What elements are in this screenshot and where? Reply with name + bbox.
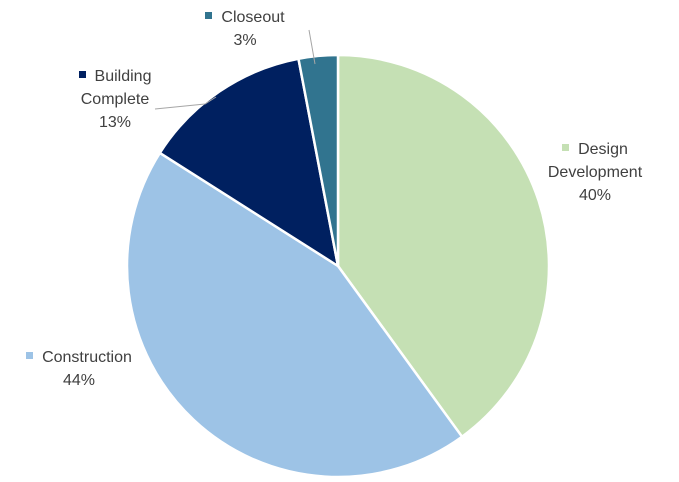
label-name-line: Development: [520, 161, 670, 184]
pie-slice-closeout: [297, 53, 340, 268]
data-label-building-complete: Building Complete 13%: [50, 65, 180, 134]
pie-slice-construction: [125, 151, 464, 479]
label-name-text: Closeout: [221, 9, 285, 26]
leader-line-building-complete: [154, 96, 217, 110]
legend-key-design-development: [562, 144, 570, 151]
data-label-design-development: Design Development 40%: [520, 138, 670, 207]
label-percent: 13%: [98, 114, 132, 131]
pie-slice-building-complete: [158, 57, 340, 268]
label-name-line: Closeout: [190, 6, 300, 29]
label-name-text: Design: [578, 141, 628, 158]
legend-key-closeout: [205, 12, 213, 19]
label-percent: 40%: [578, 187, 612, 204]
legend-key-construction: [26, 352, 34, 359]
legend-key-building-complete: [78, 71, 86, 78]
label-name-text: Building: [94, 68, 152, 85]
leader-line-closeout: [308, 29, 316, 65]
label-name-text: Complete: [80, 91, 150, 108]
label-name-line: Design: [520, 138, 670, 161]
label-percent: 3%: [233, 32, 257, 49]
data-label-construction: Construction 44%: [4, 346, 154, 392]
label-percent: 44%: [62, 372, 96, 389]
label-name-text: Development: [547, 164, 643, 181]
label-name-line: Building: [50, 65, 180, 88]
pie-slice-design-development: [336, 53, 551, 438]
label-name-text: Construction: [42, 349, 132, 366]
data-label-closeout: Closeout 3%: [190, 6, 300, 52]
label-name-line: Complete: [50, 88, 180, 111]
label-name-line: Construction: [4, 346, 154, 369]
